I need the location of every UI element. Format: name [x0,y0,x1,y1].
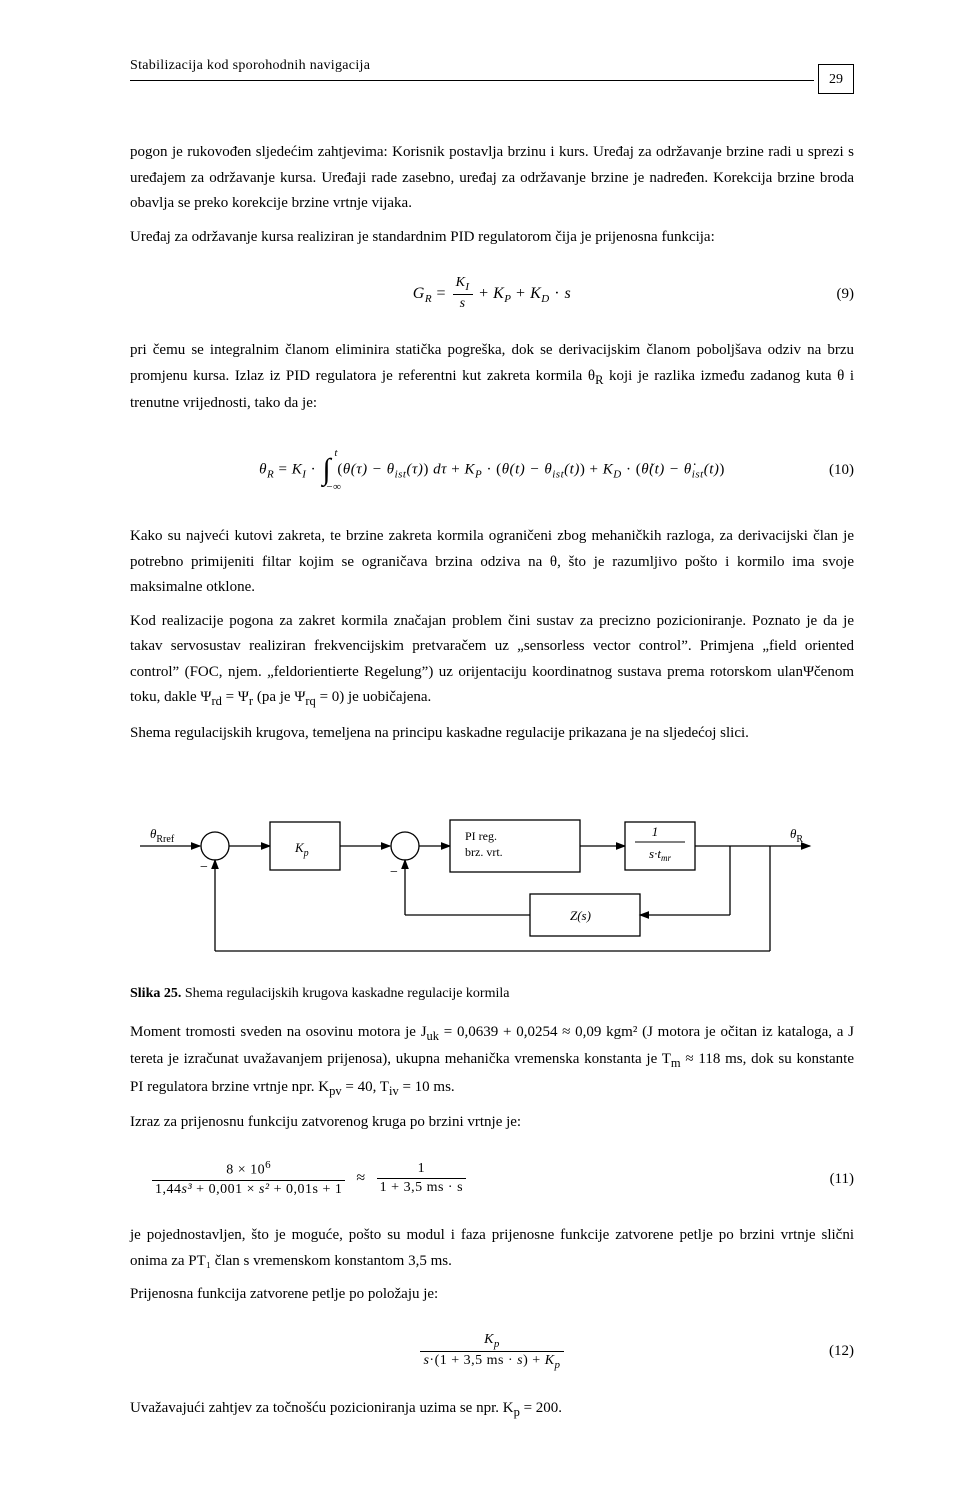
page-header: Stabilizacija kod sporohodnih navigacija… [130,60,854,100]
paragraph: Moment tromosti sveden na osovinu motora… [130,1020,854,1102]
svg-text:θR: θR [790,826,803,845]
paragraph: Uvažavajući zahtjev za točnošću pozicion… [130,1396,854,1423]
svg-text:Z(s): Z(s) [570,908,591,923]
page-number: 29 [818,64,854,94]
paragraph: Prijenosna funkcija zatvorene petlje po … [130,1282,854,1308]
paragraph: pri čemu se integralnim članom eliminira… [130,338,854,416]
equation-number: (11) [830,1171,854,1188]
svg-text:brz. vrt.: brz. vrt. [465,845,503,859]
svg-text:1: 1 [652,824,659,839]
equation-number: (10) [829,462,854,479]
svg-text:−: − [390,865,398,880]
equation-11: 8 × 106 1,44s³ + 0,001 × s² + 0,01s + 1 … [130,1149,854,1209]
equation-number: (12) [829,1343,854,1360]
paragraph: Uređaj za održavanje kursa realiziran je… [130,225,854,251]
paragraph: Kako su najveći kutovi zakreta, te brzin… [130,524,854,601]
equation-number: (9) [837,286,855,303]
running-title: Stabilizacija kod sporohodnih navigacija [130,58,370,74]
svg-text:θRref: θRref [150,826,175,845]
paragraph: Kod realizacije pogona za zakret kormila… [130,609,854,713]
svg-text:−: − [200,860,208,875]
figure-25: θRref θR Kp PI reg. brz. vrt. 1 s·tmr Z(… [130,776,854,1002]
block-diagram-svg: θRref θR Kp PI reg. brz. vrt. 1 s·tmr Z(… [130,776,830,976]
svg-text:PI reg.: PI reg. [465,829,497,843]
figure-caption: Slika 25. Shema regulacijskih krugova ka… [130,986,854,1002]
paragraph: pogon je rukovođen sljedećim zahtjevima:… [130,140,854,217]
paragraph: Shema regulacijskih krugova, temeljena n… [130,721,854,747]
equation-12: Kp s·(1 + 3,5 ms · s) + Kp (12) [130,1322,854,1382]
paragraph: Izraz za prijenosnu funkciju zatvorenog … [130,1110,854,1136]
equation-10: θR = KI · ∫t−∞ (θ(τ) − θist(τ)) dτ + KP … [130,430,854,510]
equation-9: GR = KIs + KP + KD · s (9) [130,264,854,324]
header-rule [130,80,814,81]
paragraph: je pojednostavljen, što je moguće, pošto… [130,1223,854,1274]
